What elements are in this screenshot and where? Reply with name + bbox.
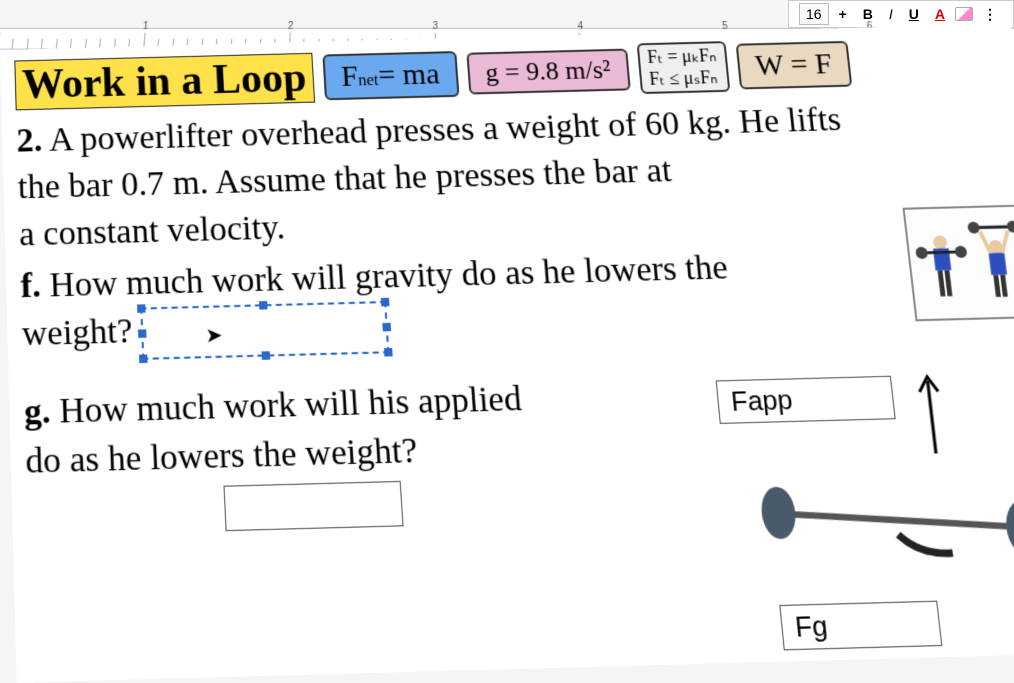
problem-number: 2. [16, 122, 43, 160]
problem-line-2: the bar 0.7 m. Assume that he presses th… [17, 152, 673, 207]
answer-box-g[interactable] [223, 481, 403, 531]
font-color-button[interactable]: A [929, 4, 951, 24]
head-icon [932, 235, 947, 249]
leg-icon [944, 270, 952, 296]
lifter-svg [905, 207, 1014, 320]
part-f-line-2: weight? [21, 312, 133, 354]
part-g-line-2: do as he lowers the weight? [25, 431, 419, 481]
part-f: f. How much work will gravity do as he l… [20, 236, 1014, 363]
problem-line-3: a constant velocity. [19, 209, 286, 254]
torso-icon [989, 253, 1007, 275]
problem-line-1: A powerlifter overhead presses a weight … [48, 101, 842, 159]
barbell-plate-icon [915, 247, 928, 259]
selection-handle[interactable] [384, 348, 393, 357]
leg-icon [993, 275, 1001, 297]
formula-friction: Fₜ = μₖFₙ Fₜ ≤ μₛFₙ [636, 41, 730, 94]
ruler-number: 1 [143, 21, 149, 32]
ruler-tick [56, 39, 72, 49]
formula-fnet-sub: net [358, 70, 379, 90]
selection-handle[interactable] [138, 329, 147, 338]
cursor-icon: ➤ [205, 322, 224, 351]
lifter-illustration [902, 205, 1014, 322]
leg-icon [1000, 275, 1008, 297]
document-page: Work in a Loop F net = ma g = 9.8 m/s² F… [0, 24, 1014, 683]
part-f-line-1: How much work will gravity do as he lowe… [49, 248, 729, 304]
underline-button[interactable]: U [903, 4, 925, 24]
barbell-plate-icon [967, 222, 980, 234]
formula-friction-2: Fₜ ≤ μₛFₙ [648, 67, 718, 90]
section-title: Work in a Loop [14, 52, 314, 110]
formula-work: W = F [735, 40, 852, 89]
selection-handle[interactable] [137, 304, 146, 313]
fg-label-box[interactable]: Fg [779, 601, 942, 651]
formula-fnet-F: F [340, 59, 359, 93]
arm-icon [980, 231, 991, 253]
ruler-number: 4 [577, 21, 583, 32]
ruler-tick [27, 39, 43, 49]
more-button[interactable]: ⋮ [977, 4, 1003, 25]
formula-g: g = 9.8 m/s² [466, 48, 630, 94]
selection-handle[interactable] [262, 351, 271, 360]
part-g-label: g. [24, 392, 52, 432]
arrow-up-icon [911, 368, 952, 454]
eraser-icon[interactable] [955, 7, 973, 21]
italic-button[interactable]: I [883, 4, 899, 24]
selection-handle[interactable] [259, 301, 268, 310]
formula-friction-1: Fₜ = μₖFₙ [647, 45, 718, 68]
ruler-number: 3 [432, 21, 438, 32]
selection-handle[interactable] [139, 354, 148, 363]
ruler-tick [12, 39, 28, 49]
ruler-tick [41, 39, 57, 49]
selection-handle[interactable] [381, 298, 390, 307]
formula-fnet: F net = ma [322, 51, 459, 100]
part-f-label: f. [20, 266, 41, 305]
fapp-label-box[interactable]: Fapp [716, 376, 896, 424]
answer-box-f[interactable]: ➤ [140, 301, 389, 360]
barbell-plate-icon [954, 246, 967, 258]
barbell-plate-icon [759, 486, 798, 539]
arm-icon [1000, 231, 1011, 253]
ruler-number: 2 [287, 21, 293, 32]
problem-statement: 2. A powerlifter overhead presses a weig… [16, 93, 1014, 259]
leg-icon [938, 270, 946, 296]
barbell-diagram-icon [746, 468, 1014, 574]
hand-icon [898, 533, 953, 554]
font-size-box[interactable]: 16 [799, 3, 829, 25]
selection-handle[interactable] [382, 323, 391, 332]
part-g-line-1: How much work will his applied [59, 379, 523, 431]
formula-fnet-eq: = ma [377, 57, 440, 92]
font-size-plus[interactable]: + [833, 4, 853, 24]
force-diagram: Fapp Fg [695, 372, 1014, 652]
part-g: g. How much work will his applied do as … [23, 371, 697, 537]
